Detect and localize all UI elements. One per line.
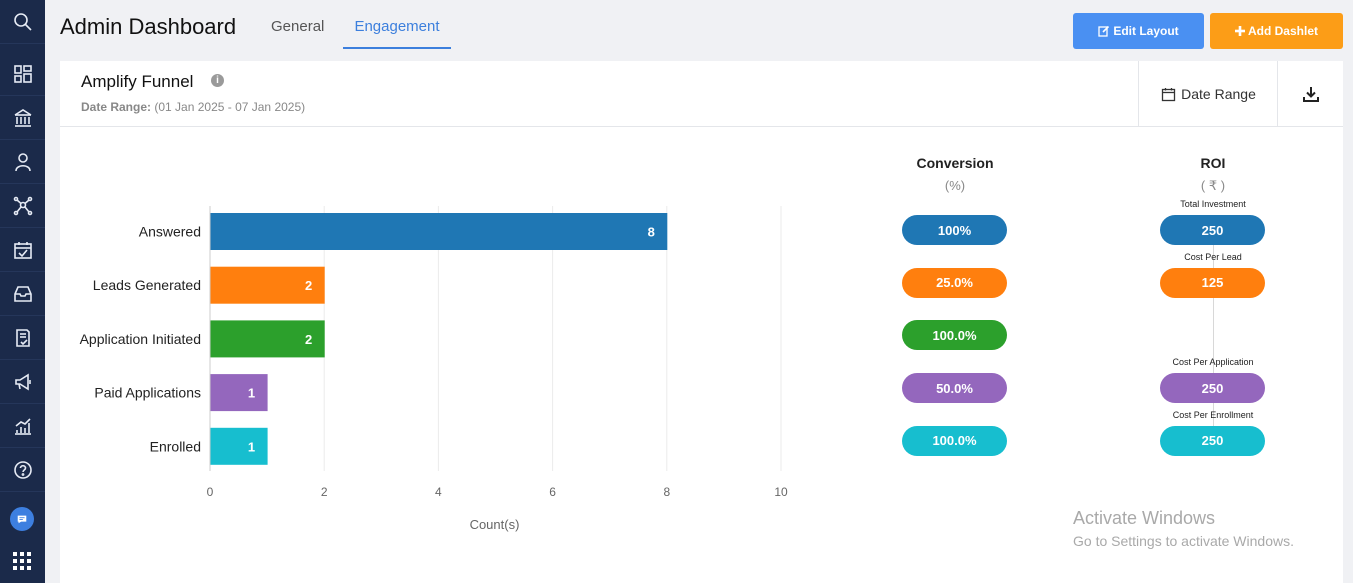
bar-value-label: 2 [305,332,312,347]
megaphone-icon[interactable] [0,360,45,404]
x-tick-label-4: 4 [435,485,442,499]
roi-pill: 250 [1160,373,1265,404]
tab-engagement[interactable]: Engagement [343,18,451,49]
x-tick-label-2: 2 [321,485,328,499]
conversion-pill: 100.0% [902,425,1007,456]
roi-pill: 125 [1160,267,1265,298]
amplify-funnel-card: Amplify Funnel i Date Range: (01 Jan 202… [60,61,1343,583]
category-label: Paid Applications [94,385,201,401]
date-range-text: Date Range: (01 Jan 2025 - 07 Jan 2025) [81,100,305,114]
bar-application-initiated [210,320,325,358]
add-dashlet-button[interactable]: Add Dashlet [1210,13,1343,49]
page-title: Admin Dashboard [60,14,237,39]
x-axis-label: Count(s) [470,517,520,532]
x-tick-label-0: 0 [207,485,214,499]
conversion-pill: 100.0% [902,320,1007,351]
help-icon[interactable] [0,448,45,492]
roi-pill: 250 [1160,425,1265,456]
conversion-pill: 50.0% [902,373,1007,404]
chat-icon[interactable] [10,507,34,531]
bar-value-label: 1 [248,386,255,401]
conversion-pill: 25.0% [902,267,1007,298]
conversion-title: Conversion [916,155,994,171]
bar-value-label: 1 [248,439,255,454]
roi-unit: ( ₹ ) [1200,178,1226,193]
category-label: Leads Generated [93,277,201,293]
institution-icon[interactable] [0,96,45,140]
x-tick-label-10: 10 [774,485,788,499]
edit-layout-button[interactable]: Edit Layout [1073,13,1204,49]
date-range-value: (01 Jan 2025 - 07 Jan 2025) [154,100,306,114]
roi-pill: 250 [1160,215,1265,245]
download-button[interactable] [1277,61,1343,127]
roi-label: Cost Per Application [1172,357,1254,368]
conversion-pill: 100% [902,215,1007,245]
activate-windows-title: Activate Windows [1073,508,1216,528]
calendar-check-icon[interactable] [0,228,45,272]
conversion-unit: (%) [944,178,966,193]
dashboard-icon[interactable] [0,52,45,96]
bar-answered [210,213,668,250]
activate-windows-subtitle: Go to Settings to activate Windows. [1073,533,1294,549]
roi-title: ROI [1200,155,1226,171]
calendar-icon [1161,87,1176,101]
roi-connector-line [1213,241,1214,441]
apps-grid-icon[interactable] [13,552,31,570]
date-range-button-label: Date Range [1181,86,1256,102]
bar-value-label: 2 [305,278,312,293]
date-range-label: Date Range: [81,100,152,114]
bar-leads-generated [210,266,325,304]
x-tick-label-6: 6 [549,485,556,499]
roi-label: Total Investment [1180,199,1246,209]
date-range-button[interactable]: Date Range [1138,61,1278,127]
info-icon[interactable]: i [211,74,224,87]
document-check-icon[interactable] [0,316,45,360]
card-header: Amplify Funnel i Date Range: (01 Jan 202… [60,61,1343,127]
edit-icon [1098,25,1110,37]
plus-icon [1234,26,1245,36]
user-icon[interactable] [0,140,45,184]
bar-value-label: 8 [648,225,655,240]
search-icon[interactable] [0,0,45,44]
x-tick-label-8: 8 [663,485,670,499]
category-label: Enrolled [150,438,201,454]
category-label: Application Initiated [80,331,201,347]
inbox-icon[interactable] [0,272,45,316]
edit-layout-label: Edit Layout [1113,24,1179,38]
roi-label: Cost Per Lead [1184,251,1242,262]
bar-paid-applications [210,374,268,412]
sidebar [0,0,45,583]
add-dashlet-label: Add Dashlet [1247,24,1318,38]
network-icon[interactable] [0,184,45,228]
tab-general[interactable]: General [271,18,325,35]
roi-label: Cost Per Enrollment [1172,409,1254,420]
card-title: Amplify Funnel [81,72,194,91]
funnel-bar-chart: 0 2 4 6 8 10 Answered 8 Leads Generated 2 Applicat… [80,206,788,532]
analytics-icon[interactable] [0,404,45,448]
download-icon [1302,87,1319,102]
category-label: Answered [139,224,201,240]
bar-enrolled [210,427,268,465]
